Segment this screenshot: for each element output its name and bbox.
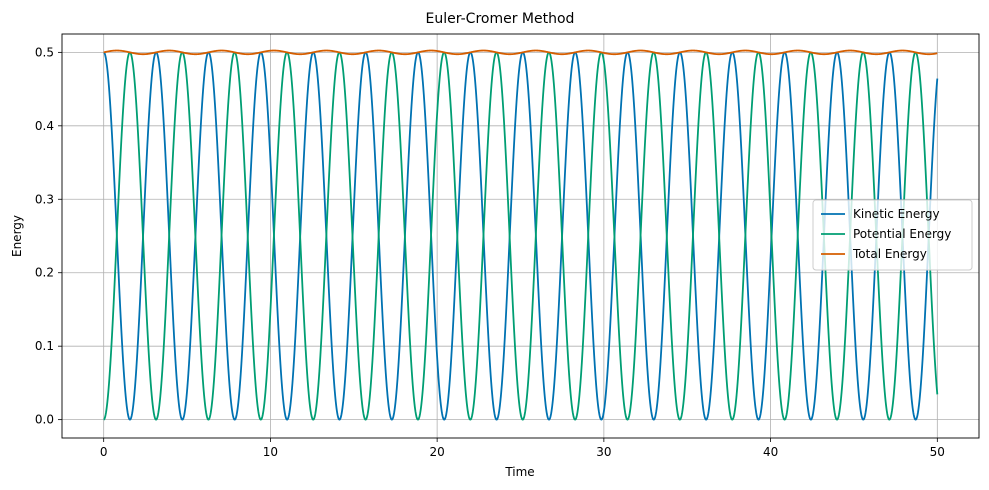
x-tick-label: 50: [930, 445, 945, 459]
y-tick-label: 0.1: [35, 339, 54, 353]
chart-title: Euler-Cromer Method: [426, 11, 575, 27]
x-axis-label: Time: [504, 465, 534, 479]
kinetic-energy-line: [103, 51, 939, 421]
y-tick-label: 0.5: [35, 45, 54, 59]
y-tick-label: 0.4: [35, 119, 54, 133]
x-tick-label: 40: [763, 445, 778, 459]
y-tick-label: 0.0: [35, 413, 54, 427]
total-energy-line: [103, 49, 938, 56]
legend-item-total-label: Total Energy: [852, 247, 927, 261]
series-lines: [103, 49, 939, 421]
legend: Kinetic Energy Potential Energy Total Ener…: [812, 199, 973, 271]
potential-energy-line: [103, 51, 939, 421]
legend-item-potential-label: Potential Energy: [853, 227, 951, 241]
x-tick-label: 20: [429, 445, 444, 459]
y-tick-label: 0.2: [35, 266, 54, 280]
axes-frame: [61, 33, 980, 439]
x-tick-label: 10: [263, 445, 278, 459]
y-axis-label: Energy: [10, 215, 24, 257]
x-axis-ticks: 0 10 20 30 40 50: [100, 438, 945, 459]
legend-item-kinetic-label: Kinetic Energy: [853, 207, 940, 221]
x-tick-label: 0: [100, 445, 108, 459]
x-tick-label: 30: [596, 445, 611, 459]
y-tick-label: 0.3: [35, 192, 54, 206]
y-axis-ticks: 0.0 0.1 0.2 0.3 0.4 0.5: [35, 45, 62, 427]
legend-box: [812, 199, 973, 271]
